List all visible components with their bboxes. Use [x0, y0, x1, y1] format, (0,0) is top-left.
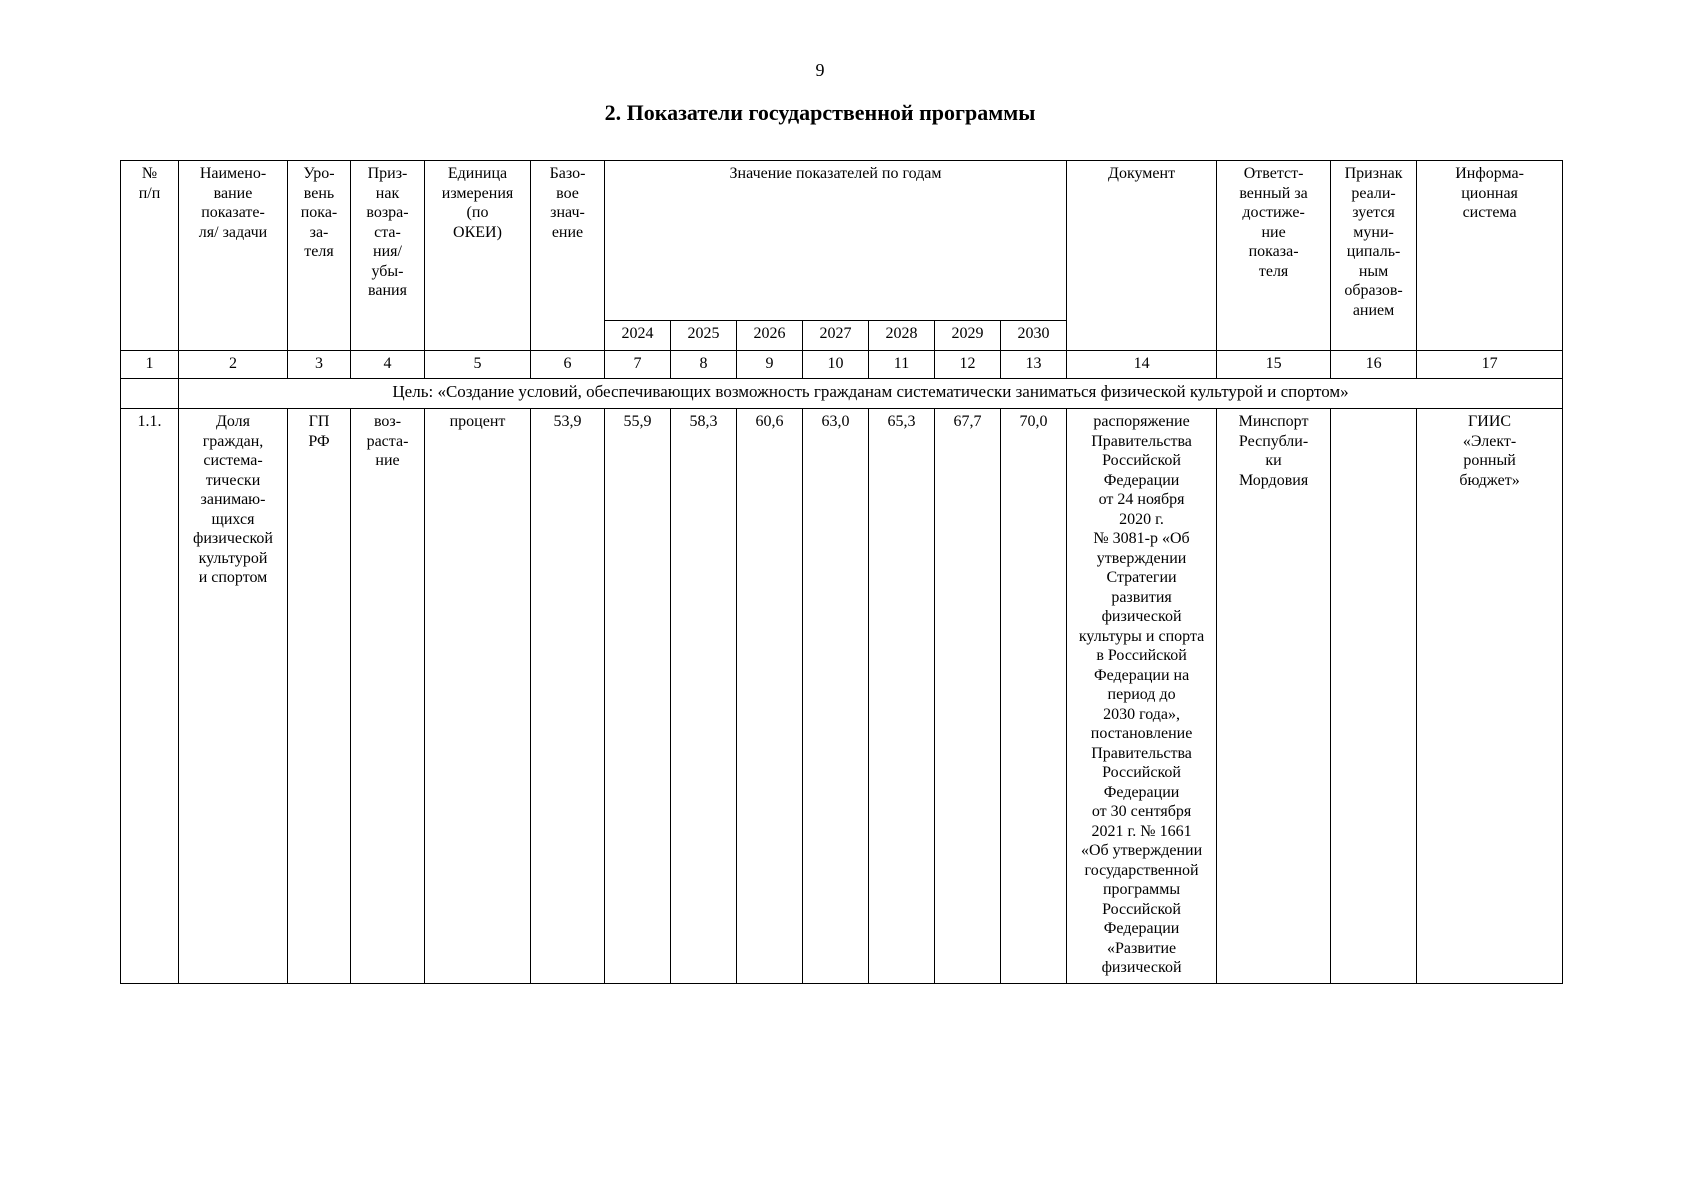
row-trend: воз- раста- ние [350, 408, 425, 984]
col-num-13: 13 [999, 350, 1068, 379]
year-header-2024: 2024 [604, 320, 671, 351]
col-num-3: 3 [287, 350, 351, 379]
row-info-system: ГИИС «Элект- ронный бюджет» [1416, 408, 1564, 984]
col-num-12: 12 [934, 350, 1001, 379]
col-num-16: 16 [1330, 350, 1418, 379]
row-municipal [1330, 408, 1418, 984]
row-value-2024: 55,9 [604, 408, 671, 984]
header-row-years: 2024 2025 2026 2027 2028 2029 2030 [121, 320, 1563, 351]
col-num-10: 10 [802, 350, 869, 379]
year-header-2029: 2029 [934, 320, 1001, 351]
row-responsible: Минспорт Республи- ки Мордовия [1216, 408, 1332, 984]
col-num-2: 2 [178, 350, 288, 379]
col-header-level: Уро- вень пока- за- теля [287, 160, 351, 351]
indicators-table: № п/п Наимено- вание показате- ля/ задач… [120, 160, 1564, 984]
row-num: 1.1. [120, 408, 179, 984]
header-row-main: № п/п Наимено- вание показате- ля/ задач… [120, 160, 1564, 351]
col-num-17: 17 [1416, 350, 1564, 379]
col-num-5: 5 [424, 350, 531, 379]
row-value-2029: 67,7 [934, 408, 1001, 984]
col-header-info-system: Информа- ционная система [1416, 160, 1564, 351]
col-num-14: 14 [1066, 350, 1218, 379]
col-header-trend: Приз- нак возра- ста- ния/ убы- вания [350, 160, 425, 351]
col-header-document: Документ [1066, 160, 1218, 351]
page-number: 9 [815, 60, 825, 80]
col-num-9: 9 [736, 350, 803, 379]
row-value-2030: 70,0 [999, 408, 1068, 984]
row-unit: процент [424, 408, 531, 984]
year-header-2027: 2027 [802, 320, 869, 351]
page-title: 2. Показатели государственной программы [604, 100, 1036, 125]
year-header-2028: 2028 [868, 320, 935, 351]
col-num-4: 4 [350, 350, 425, 379]
year-header-2026: 2026 [736, 320, 803, 351]
col-header-base: Базо- вое знач- ение [530, 160, 605, 351]
col-num-8: 8 [670, 350, 737, 379]
year-header-2030: 2030 [999, 320, 1068, 351]
col-header-responsible: Ответст- венный за достиже- ние показа- … [1216, 160, 1332, 351]
col-header-unit: Единица измерения (по ОКЕИ) [424, 160, 531, 351]
col-header-municipal: Признак реали- зуется муни- ципаль- ным … [1330, 160, 1418, 351]
row-value-2028: 65,3 [868, 408, 935, 984]
column-numbers-row: 1 2 3 4 5 6 7 8 9 10 11 12 13 14 15 16 1… [120, 350, 1564, 379]
col-header-npp: № п/п [120, 160, 179, 351]
col-header-name: Наимено- вание показате- ля/ задачи [178, 160, 288, 351]
col-num-11: 11 [868, 350, 935, 379]
row-value-2025: 58,3 [670, 408, 737, 984]
table-row: 1.1. Доля граждан, система- тически зани… [120, 408, 1564, 984]
col-header-years-group: Значение показателей по годам [603, 160, 1068, 321]
col-num-7: 7 [604, 350, 671, 379]
col-num-6: 6 [530, 350, 605, 379]
goal-row: Цель: «Создание условий, обеспечивающих … [120, 378, 1564, 409]
row-value-2026: 60,6 [736, 408, 803, 984]
row-indicator-name: Доля граждан, система- тически занимаю- … [178, 408, 288, 984]
goal-row-spacer [120, 378, 179, 409]
row-base-value: 53,9 [530, 408, 605, 984]
col-num-15: 15 [1216, 350, 1332, 379]
row-value-2027: 63,0 [802, 408, 869, 984]
goal-text: Цель: «Создание условий, обеспечивающих … [177, 378, 1564, 409]
year-header-2025: 2025 [670, 320, 737, 351]
col-num-1: 1 [120, 350, 179, 379]
row-level: ГП РФ [287, 408, 351, 984]
row-document: распоряжение Правительства Российской Фе… [1066, 408, 1218, 984]
